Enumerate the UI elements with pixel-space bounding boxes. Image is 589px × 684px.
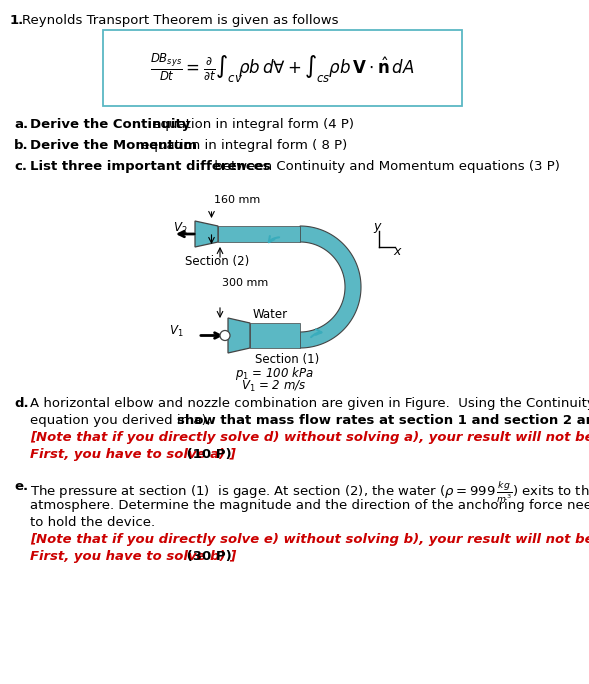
Text: 1.: 1. — [10, 14, 24, 27]
Text: Water: Water — [253, 308, 288, 321]
Text: List three important differences: List three important differences — [30, 160, 270, 173]
Polygon shape — [195, 221, 218, 247]
Text: $p_1$ = 100 kPa: $p_1$ = 100 kPa — [234, 365, 313, 382]
Text: b.: b. — [14, 139, 29, 152]
Text: equation in integral form ( 8 P): equation in integral form ( 8 P) — [137, 139, 347, 152]
Text: $V_1$: $V_1$ — [170, 324, 184, 339]
Text: $\frac{DB_{sys}}{Dt} = \frac{\partial}{\partial t}\int_{cv} \!\rho b \, d\forall: $\frac{DB_{sys}}{Dt} = \frac{\partial}{\… — [150, 51, 415, 85]
Text: $V_2$: $V_2$ — [173, 221, 187, 236]
Text: between Continuity and Momentum equations (3 P): between Continuity and Momentum equation… — [210, 160, 560, 173]
Text: The pressure at section (1)  is gage. At section (2), the water ($\rho = 999\,\f: The pressure at section (1) is gage. At … — [30, 480, 589, 505]
Text: to hold the device.: to hold the device. — [30, 516, 155, 529]
Text: a.: a. — [14, 118, 28, 131]
FancyBboxPatch shape — [103, 30, 462, 106]
Text: atmosphere. Determine the magnitude and the direction of the anchoring force nee: atmosphere. Determine the magnitude and … — [30, 499, 589, 512]
Text: show that mass flow rates at section 1 and section 2 are equal.: show that mass flow rates at section 1 a… — [177, 414, 589, 427]
Polygon shape — [250, 323, 300, 348]
Text: [Note that if you directly solve d) without solving a), your result will not be : [Note that if you directly solve d) with… — [30, 431, 589, 444]
Text: x: x — [393, 245, 401, 258]
Text: Derive the Momentum: Derive the Momentum — [30, 139, 197, 152]
Text: Section (1): Section (1) — [255, 353, 319, 366]
Text: (30 P): (30 P) — [182, 550, 232, 563]
Text: d.: d. — [14, 397, 29, 410]
Text: 160 mm: 160 mm — [213, 195, 260, 205]
Text: y: y — [373, 220, 380, 233]
Text: First, you have to solve a) ]: First, you have to solve a) ] — [30, 448, 236, 461]
Text: [Note that if you directly solve e) without solving b), your result will not be : [Note that if you directly solve e) with… — [30, 533, 589, 546]
Text: equation you derived in a),: equation you derived in a), — [30, 414, 215, 427]
Text: c.: c. — [14, 160, 27, 173]
Text: equation in integral form (4 P): equation in integral form (4 P) — [148, 118, 354, 131]
Circle shape — [220, 330, 230, 341]
Text: A horizontal elbow and nozzle combination are given in Figure.  Using the Contin: A horizontal elbow and nozzle combinatio… — [30, 397, 589, 410]
Polygon shape — [218, 226, 300, 242]
Text: Reynolds Transport Theorem is given as follows: Reynolds Transport Theorem is given as f… — [22, 14, 339, 27]
Text: Derive the Continuity: Derive the Continuity — [30, 118, 190, 131]
Text: (10 P): (10 P) — [182, 448, 232, 461]
Text: First, you have to solve b) ]: First, you have to solve b) ] — [30, 550, 236, 563]
Text: Section (2): Section (2) — [185, 255, 249, 268]
Text: 300 mm: 300 mm — [222, 278, 268, 287]
Polygon shape — [300, 226, 361, 348]
Text: e.: e. — [14, 480, 28, 493]
Polygon shape — [228, 318, 250, 353]
Text: $V_1$ = 2 m/s: $V_1$ = 2 m/s — [241, 379, 307, 394]
